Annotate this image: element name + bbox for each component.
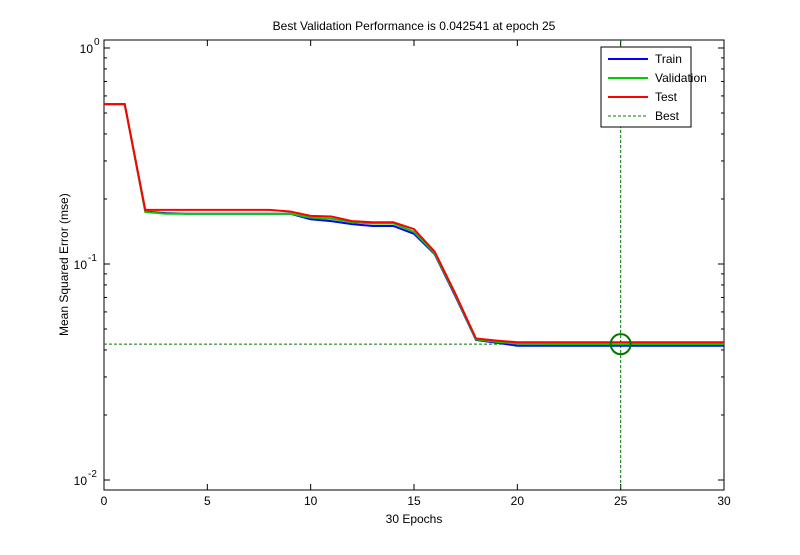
legend-box: [600, 46, 692, 128]
x-axis-label: 30 Epochs: [386, 512, 443, 526]
legend-label-test: Test: [655, 90, 678, 104]
x-tick-label: 15: [407, 494, 421, 508]
y-tick-label-exponent: 0: [94, 37, 100, 48]
x-tick-label: 0: [101, 494, 108, 508]
legend-label-train: Train: [655, 52, 682, 66]
x-tick-label: 30: [717, 494, 731, 508]
y-tick-label-exponent: -1: [88, 253, 97, 264]
chart-title: Best Validation Performance is 0.042541 …: [273, 19, 556, 33]
y-tick-label-base: 10: [80, 42, 94, 56]
y-tick-label-exponent: -2: [88, 469, 97, 480]
y-tick-label-base: 10: [74, 474, 88, 488]
legend-label-best: Best: [655, 109, 680, 123]
best-point-marker: [609, 333, 632, 356]
x-tick-label: 5: [204, 494, 211, 508]
y-axis-label: Mean Squared Error (mse): [57, 193, 71, 337]
series-line-validation: [104, 103, 724, 346]
legend-label-validation: Validation: [655, 71, 707, 85]
x-tick-label: 10: [304, 494, 318, 508]
series-line-test: [104, 103, 724, 344]
y-tick-label-base: 10: [74, 258, 88, 272]
x-tick-label: 20: [511, 494, 525, 508]
x-tick-label: 25: [614, 494, 628, 508]
